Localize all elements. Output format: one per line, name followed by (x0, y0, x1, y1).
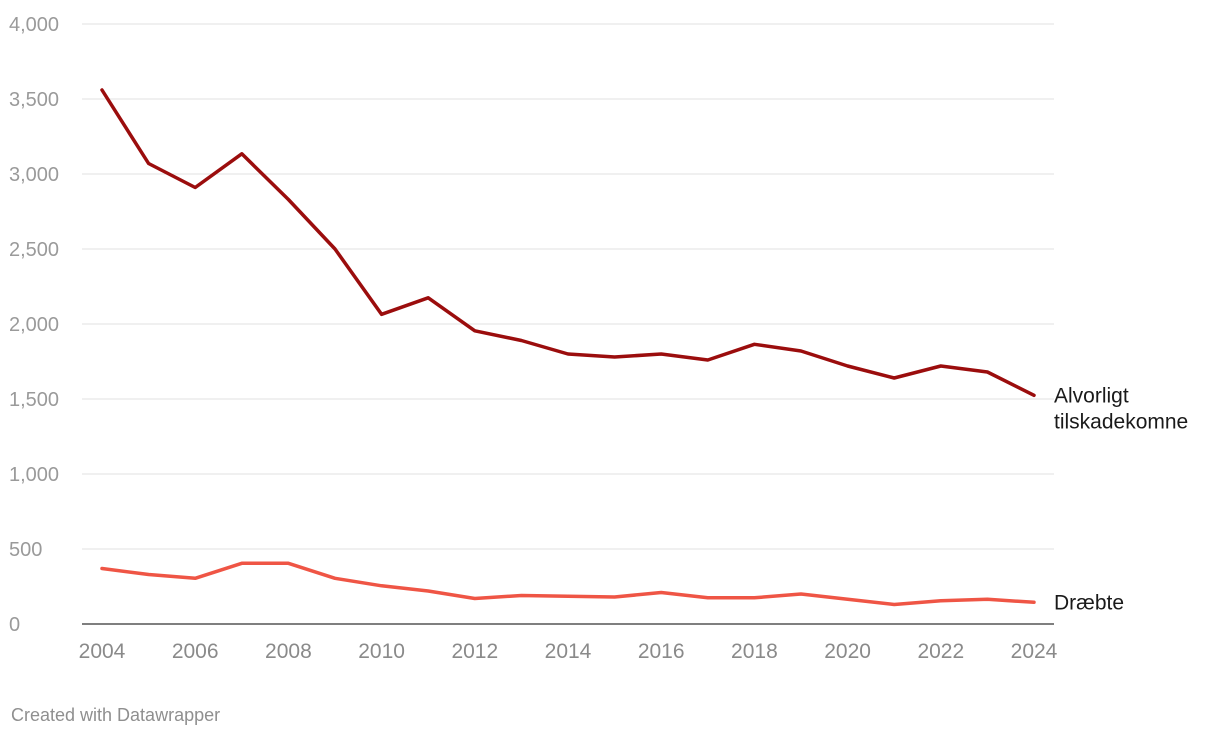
series-label: Alvorligt (1054, 384, 1129, 407)
y-tick-label: 4,000 (9, 14, 59, 36)
y-tick-label: 2,500 (9, 239, 59, 261)
x-tick-label: 2022 (917, 640, 964, 663)
x-tick-label: 2004 (79, 640, 126, 663)
x-tick-label: 2016 (638, 640, 685, 663)
y-tick-label: 2,000 (9, 314, 59, 336)
y-tick-label: 1,000 (9, 464, 59, 486)
y-tick-label: 500 (9, 539, 42, 561)
series-labels: Alvorligt tilskadekomne Dræbte (1054, 384, 1188, 614)
x-tick-label: 2024 (1011, 640, 1058, 663)
x-tick-label: 2010 (358, 640, 405, 663)
gridlines (82, 23, 1054, 550)
credit-text: Created with Datawrapper (11, 705, 221, 725)
x-tick-label: 2006 (172, 640, 219, 663)
series-line-0 (100, 88, 1036, 398)
y-axis-ticks: 0 500 1,000 1,500 2,000 2,500 3,000 3,500 4,000 (9, 14, 59, 636)
x-tick-label: 2018 (731, 640, 778, 663)
x-tick-label: 2014 (545, 640, 592, 663)
y-tick-label: 3,500 (9, 89, 59, 111)
series-label: Dræbte (1054, 591, 1124, 614)
series-line-1 (100, 561, 1036, 607)
y-tick-label: 0 (9, 614, 20, 636)
x-tick-label: 2020 (824, 640, 871, 663)
y-tick-label: 1,500 (9, 389, 59, 411)
line-chart: 05001,0001,5002,0002,5003,0003,5004,000 … (9, 14, 1188, 663)
x-tick-label: 2008 (265, 640, 312, 663)
series-label: tilskadekomne (1054, 410, 1188, 433)
x-axis-ticks: 2004 2006 2008 2010 2012 2014 2016 2018 2020 2022… (79, 640, 1058, 663)
y-tick-label: 3,000 (9, 164, 59, 186)
x-tick-label: 2012 (451, 640, 498, 663)
series-lines (100, 88, 1036, 607)
